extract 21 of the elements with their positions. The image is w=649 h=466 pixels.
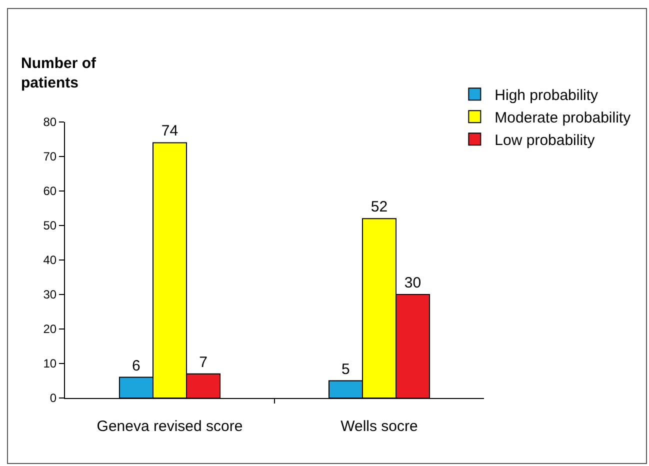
x-tick-label: Geneva revised score <box>96 418 243 435</box>
data-label: 74 <box>161 122 178 140</box>
data-label: 6 <box>132 357 140 374</box>
y-tick-label: 20 <box>43 322 57 336</box>
y-tick-label: 80 <box>43 115 57 130</box>
y-tick-label: 30 <box>43 288 57 302</box>
data-label: 7 <box>199 354 208 371</box>
y-tick-label: 60 <box>43 184 57 198</box>
data-label: 52 <box>370 198 388 216</box>
y-tick-label: 0 <box>50 391 57 406</box>
data-label: 30 <box>404 274 422 292</box>
data-label: 5 <box>342 360 350 378</box>
y-tick-label: 10 <box>43 356 57 371</box>
y-axis-title: Number of patients <box>21 55 98 92</box>
y-tick-label: 70 <box>43 150 57 164</box>
y-tick-label: 40 <box>43 253 57 268</box>
y-tick-label: 50 <box>43 218 57 233</box>
legend-label: Low probability <box>494 132 596 149</box>
legend-label: High probability <box>494 86 599 104</box>
legend-label: Moderate probability <box>494 109 632 126</box>
x-tick-label: Wells socre <box>340 418 418 435</box>
